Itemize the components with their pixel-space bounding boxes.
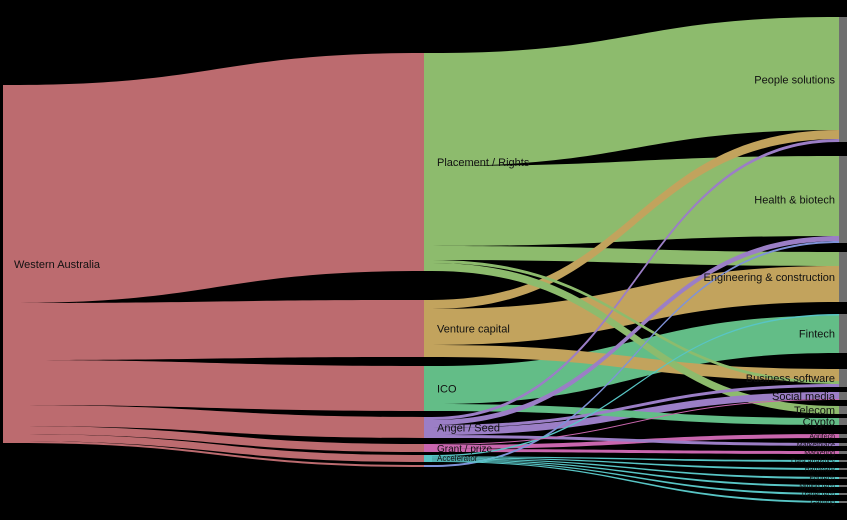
sankey-label-eng: Engineering & construction <box>704 272 835 284</box>
sankey-label-accel: Accelerator <box>437 454 478 463</box>
sankey-link-angel-to-bizsoft <box>432 384 839 428</box>
sankey-label-ico: ICO <box>437 384 457 396</box>
sankey-node-vc <box>424 300 432 357</box>
sankey-node-angel <box>424 417 432 438</box>
sankey-link-wa-to-accel <box>11 434 424 462</box>
sankey-node-fintech <box>839 314 847 353</box>
sankey-node-edutech <box>839 477 847 479</box>
sankey-label-wa: Western Australia <box>14 259 101 271</box>
sankey-node-dataan <box>839 460 847 462</box>
sankey-node-eng <box>839 252 847 302</box>
sankey-link-placement-to-bizsoft <box>432 260 839 384</box>
sankey-node-accel <box>424 455 432 462</box>
sankey-node-hardware <box>839 468 847 470</box>
sankey-node-placement <box>424 53 432 271</box>
sankey-node-bizsoft <box>839 369 847 387</box>
sankey-label-marketing: Marketing <box>804 450 835 457</box>
sankey-link-accel-to-edutech <box>432 458 839 479</box>
sankey-link-wa-to-grant <box>11 426 424 452</box>
sankey-link-otherfund-to-health <box>432 241 839 467</box>
sankey-label-angel: Angel / Seed <box>437 423 500 435</box>
sankey-label-telecom: Telecom <box>794 405 835 417</box>
sankey-link-angel-to-health <box>432 236 839 425</box>
sankey-link-wa-to-vc <box>11 300 424 360</box>
sankey-label-bizsoft: Business software <box>746 373 835 385</box>
sankey-link-grant-to-marketing <box>432 449 839 454</box>
sankey-label-edutech: Edutech <box>809 476 835 483</box>
sankey-label-travel: Travel tech <box>801 492 835 499</box>
sankey-node-otherfund <box>424 465 432 467</box>
sankey-link-placement-to-health <box>432 156 839 246</box>
sankey-link-grant-to-social <box>432 399 839 445</box>
sankey-link-vc-to-people <box>432 130 839 309</box>
sankey-node-travel <box>839 493 847 495</box>
sankey-label-grant: Grant / prize <box>437 444 492 455</box>
sankey-node-telecom <box>839 406 847 414</box>
sankey-node-mining <box>839 485 847 487</box>
sankey-label-fintech: Fintech <box>799 329 835 341</box>
sankey-link-wa-to-placement <box>11 53 424 303</box>
sankey-node-wa <box>3 85 11 443</box>
sankey-label-vc: Venture capital <box>437 324 510 336</box>
sankey-label-gaming: Gaming <box>810 500 835 507</box>
sankey-link-ico-to-crypto <box>432 404 839 425</box>
sankey-link-angel-to-people <box>432 139 839 420</box>
sankey-link-accel-to-dataan <box>432 456 839 462</box>
sankey-label-hardware: Hardware <box>805 467 835 474</box>
sankey-node-social <box>839 392 847 400</box>
sankey-link-vc-to-bizsoft <box>432 345 839 381</box>
sankey-label-health: Health & biotech <box>754 195 835 207</box>
sankey-node-ico <box>424 366 432 411</box>
sankey-link-placement-to-eng <box>432 246 839 266</box>
sankey-link-accel-to-travel <box>432 460 839 495</box>
sankey-link-wa-to-ico <box>11 360 424 411</box>
sankey-label-dataan: Data analytics <box>791 459 835 466</box>
sankey-label-placement: Placement / Rights <box>437 157 530 169</box>
sankey-node-marketing <box>839 451 847 454</box>
sankey-node-agritech <box>839 434 847 438</box>
sankey-node-grant <box>424 444 432 452</box>
sankey-link-angel-to-marketplace <box>432 435 839 446</box>
sankey-node-people <box>839 17 847 142</box>
sankey-label-agritech: Agritech <box>809 434 835 441</box>
sankey-node-gaming <box>839 501 847 503</box>
sankey-link-accel-to-gaming <box>432 461 839 503</box>
sankey-label-crypto: Crypto <box>803 417 835 429</box>
sankey-label-social: Social media <box>772 391 836 403</box>
sankey-node-marketplace <box>839 443 847 446</box>
sankey-link-placement-to-people <box>432 17 839 166</box>
sankey-node-crypto <box>839 418 847 425</box>
sankey-link-accel-to-mining <box>432 459 839 487</box>
sankey-link-placement-to-telecom <box>432 263 839 414</box>
sankey-link-vc-to-eng <box>432 266 839 345</box>
sankey-link-wa-to-angel <box>11 405 424 438</box>
sankey-node-health <box>839 156 847 243</box>
sankey-link-accel-to-fintech <box>432 314 839 457</box>
sankey-link-wa-to-otherfund <box>11 441 424 467</box>
sankey-label-people: People solutions <box>754 75 835 87</box>
sankey-label-mining: Mining tech <box>799 484 835 491</box>
sankey-label-marketplace: Marketplace <box>797 442 835 449</box>
sankey-link-accel-to-hardware <box>432 457 839 470</box>
